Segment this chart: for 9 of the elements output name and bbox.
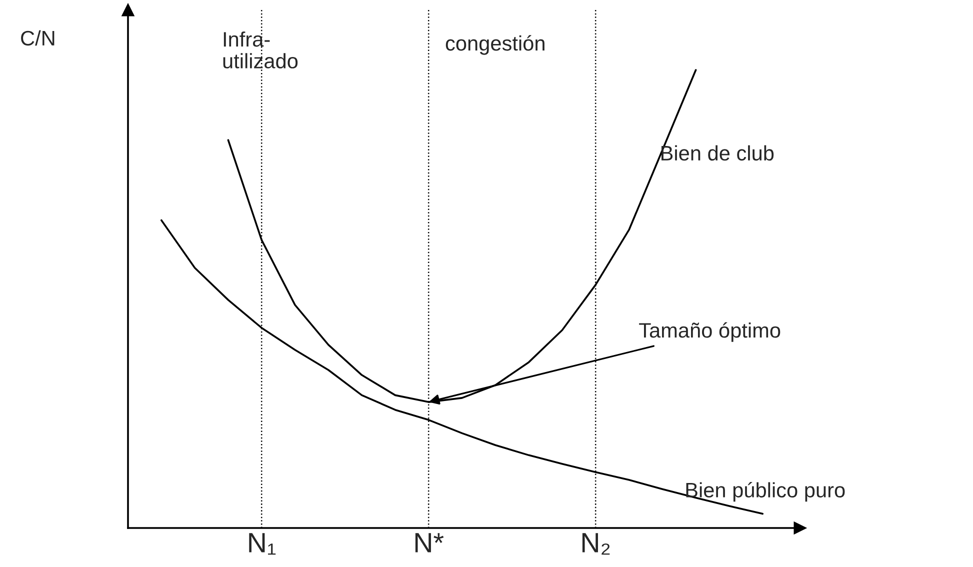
annotation: Tamaño óptimo — [639, 322, 780, 342]
series-label: Bien de club — [662, 145, 774, 161]
text: Infra- utilizado — [223, 31, 298, 68]
series-label: Bien público puro — [686, 482, 845, 502]
text: congestión — [446, 35, 544, 55]
x-tick-label: N* — [415, 533, 444, 552]
x-tick-label: N₂ — [582, 533, 610, 555]
x-tick-label: N₁ — [249, 533, 276, 555]
y-axis-title: C/N — [21, 30, 54, 46]
